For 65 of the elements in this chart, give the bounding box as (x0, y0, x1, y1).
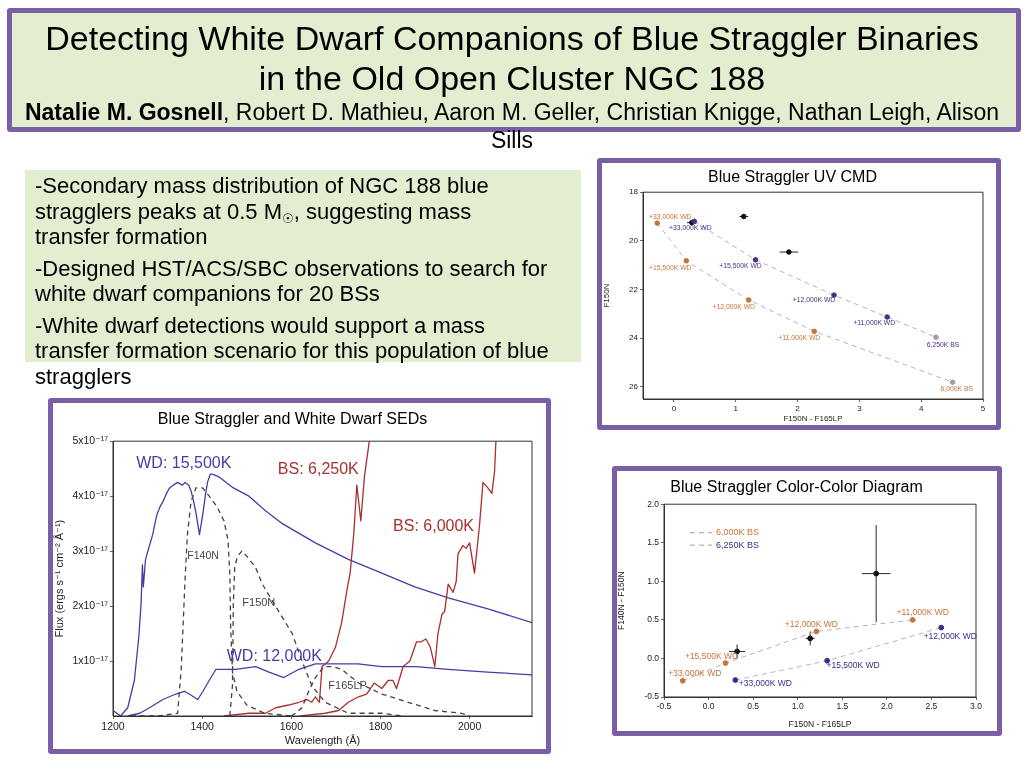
x-tick-label: 1600 (279, 720, 304, 733)
x-tick-label: 1.5 (836, 701, 849, 712)
y-axis-title: F150N (602, 283, 611, 308)
y-axis-title: F140N - F150N (616, 571, 627, 630)
x-tick-label: 1 (733, 404, 739, 413)
x-tick-label: 0 (671, 404, 677, 413)
annotation: +15,500K WD (826, 660, 880, 671)
y-axis-title: Flux (ergs s⁻¹ cm⁻² Å⁻¹) (52, 519, 65, 638)
x-tick-label: 2 (795, 404, 801, 413)
annotation: +12,000K WD (784, 618, 839, 629)
x-tick-label: 3.0 (970, 701, 983, 712)
x-axis-title: F150N - F165LP (788, 719, 852, 730)
x-tick-label: 3 (857, 404, 863, 413)
x-tick-label: -0.5 (656, 701, 672, 712)
x-tick-label: 1800 (368, 720, 393, 733)
y-tick-label: 20 (629, 236, 639, 246)
y-tick-label: 1.5 (647, 537, 660, 548)
y-tick-label: 0.5 (647, 614, 660, 625)
x-axis-title: Wavelength (Å) (284, 734, 361, 747)
y-tick-label: 26 (629, 382, 639, 392)
series-label: BS: 6,000K (393, 517, 475, 535)
series-label: WD: 15,500K (136, 453, 232, 471)
series-label: BS: 6,250K (277, 460, 360, 478)
chart-title: Blue Straggler UV CMD (708, 168, 877, 186)
series-label: F150N (242, 596, 276, 609)
x-tick-label: 2.0 (880, 701, 894, 712)
y-tick-label: 18 (629, 187, 639, 197)
series-label: WD: 12,000K (226, 647, 323, 665)
x-tick-label: 1400 (190, 720, 214, 733)
y-tick-label: 1.0 (647, 575, 660, 586)
text: -Secondary mass distribution of NGC 188 blue stragglers peaks at 0.5 M$_{☉}$, suggesting mass transfer formation (35, 173, 489, 249)
text: -White dwarf detections would support a mass transfer formation scenario for this population of blue stragglers (35, 312, 550, 389)
y-tick-label: 1x10⁻¹⁷ (72, 653, 109, 666)
annotation: +11,000K WD (896, 607, 949, 618)
y-tick-label: 2.0 (647, 498, 660, 509)
chart-title: Blue Straggler and White Dwarf SEDs (157, 410, 428, 428)
y-tick-label: 3x10⁻¹⁷ (72, 544, 109, 557)
x-tick-label: 4 (918, 404, 924, 413)
chart-title: Blue Straggler Color-Color Diagram (670, 478, 923, 496)
text: Detecting White Dwarf Companions of Blue Straggler Binaries in the Old Open Cluster NGC 188 (44, 18, 980, 98)
legend-label: 6,250K BS (716, 539, 760, 550)
text: -Designed HST/ACS/SBC observations to search for white dwarf companions for 20 BSs (35, 255, 549, 307)
annotation: +15,500K WD (684, 651, 739, 662)
series-label: F140N (187, 549, 219, 562)
x-tick-label: 2.5 (925, 701, 938, 712)
x-tick-label: 5 (980, 404, 986, 413)
series-label: F165LP (328, 678, 367, 691)
y-tick-label: -0.5 (644, 691, 660, 702)
y-tick-label: 22 (629, 284, 639, 294)
x-axis-title: F150N - F165LP (783, 414, 843, 424)
legend-label: 6,000K BS (716, 527, 760, 538)
x-tick-label: 0.5 (747, 701, 760, 712)
y-tick-label: 24 (629, 333, 639, 343)
y-tick-label: 0.0 (647, 652, 660, 663)
x-tick-label: 1.0 (791, 701, 804, 712)
annotation: +33,000K WD (668, 668, 722, 679)
x-tick-label: 1200 (101, 720, 125, 733)
y-tick-label: 2x10⁻¹⁷ (72, 598, 109, 611)
y-tick-label: 4x10⁻¹⁷ (72, 489, 109, 502)
x-tick-label: 2000 (457, 720, 482, 733)
annotation: +12,000K WD (923, 630, 977, 641)
annotation: +33,000K WD (738, 678, 792, 689)
y-tick-label: 5x10⁻¹⁷ (72, 434, 109, 447)
text: Natalie M. Gosnell, Robert D. Mathieu, Aaron M. Geller, Christian Knigge, Nathan Leigh, Alison Sills (24, 99, 1000, 153)
x-tick-label: 0.0 (702, 701, 715, 712)
